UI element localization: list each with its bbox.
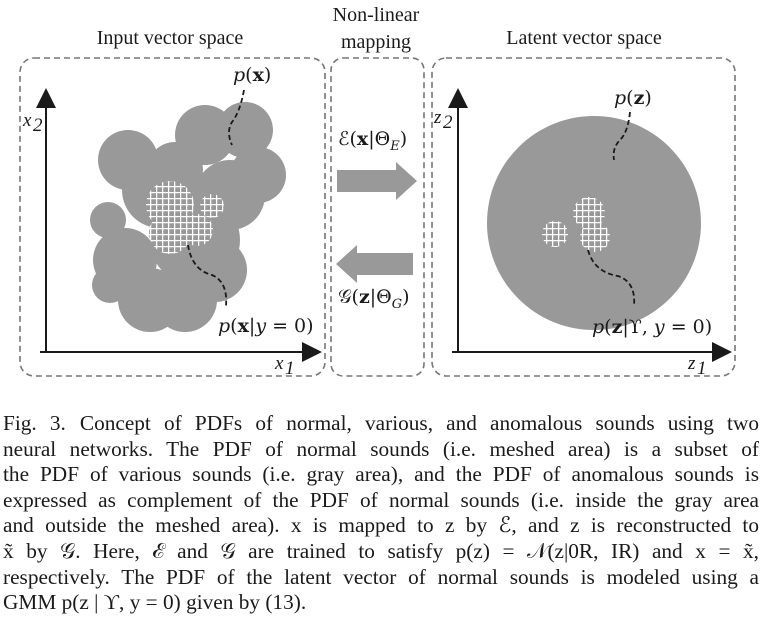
figure-caption: Fig. 3. Concept of PDFs of normal, variou… <box>3 411 759 616</box>
latent-space-frame <box>431 57 736 377</box>
caption-line: Fig. 3. Concept of PDFs of normal, variou… <box>3 411 759 437</box>
svg-text:z: z <box>433 107 442 128</box>
caption-line: respectively. The PDF of the latent vect… <box>3 564 759 589</box>
various-sounds-pdf-blob <box>90 102 286 332</box>
encoder-arrow <box>337 162 417 200</box>
figure-3: Input vector space Non-linear mapping La… <box>19 4 736 379</box>
caption-line: x̃ by 𝒢. Here, ℰ and 𝒢 are trained to sa… <box>3 538 759 563</box>
normal-sounds-mesh-latent <box>542 197 610 252</box>
svg-text:2: 2 <box>443 112 453 133</box>
pz-label: p(z) <box>614 87 652 109</box>
svg-text:z: z <box>687 353 696 374</box>
encoder-label: ℰ(x|ΘE) <box>338 128 407 154</box>
px-leader <box>228 89 245 146</box>
caption-line-text: Concept of PDFs of normal, various, and … <box>79 411 760 435</box>
caption-label: Fig. 3. <box>3 411 66 435</box>
normal-sounds-mesh-input <box>146 181 224 254</box>
svg-text:x: x <box>22 110 32 131</box>
svg-text:1: 1 <box>285 358 295 379</box>
svg-text:2: 2 <box>33 115 43 136</box>
caption-line: neural networks. The PDF of normal sound… <box>3 436 759 461</box>
decoder-arrow <box>336 245 413 283</box>
input-space-title: Input vector space <box>97 27 244 49</box>
decoder-label: 𝒢(z|ΘG) <box>338 286 410 312</box>
px-normal-label: p(x|y = 0) <box>218 315 314 337</box>
caption-line: and outside the meshed area). x is mappe… <box>3 513 759 538</box>
svg-text:x: x <box>274 353 284 374</box>
mapping-frame <box>330 57 425 377</box>
pz-normal-leader <box>587 249 636 307</box>
svg-text:1: 1 <box>697 358 707 379</box>
caption-line: expressed as complement of the PDF of no… <box>3 487 759 512</box>
px-label: p(x) <box>233 64 271 86</box>
pz-normal-label: p(z|ϒ, y = 0) <box>592 316 712 338</box>
caption-line: GMM p(z | ϒ, y = 0) given by (13). <box>3 590 307 615</box>
px-normal-leader <box>187 244 228 307</box>
caption-line: the PDF of various sounds (i.e. gray are… <box>3 462 759 487</box>
mapping-title-line1: Non-linear <box>333 4 420 26</box>
input-space-frame <box>19 57 326 377</box>
pz-leader <box>612 111 631 161</box>
mapping-title-line2: mapping <box>341 31 411 53</box>
latent-space-title: Latent vector space <box>506 27 662 49</box>
